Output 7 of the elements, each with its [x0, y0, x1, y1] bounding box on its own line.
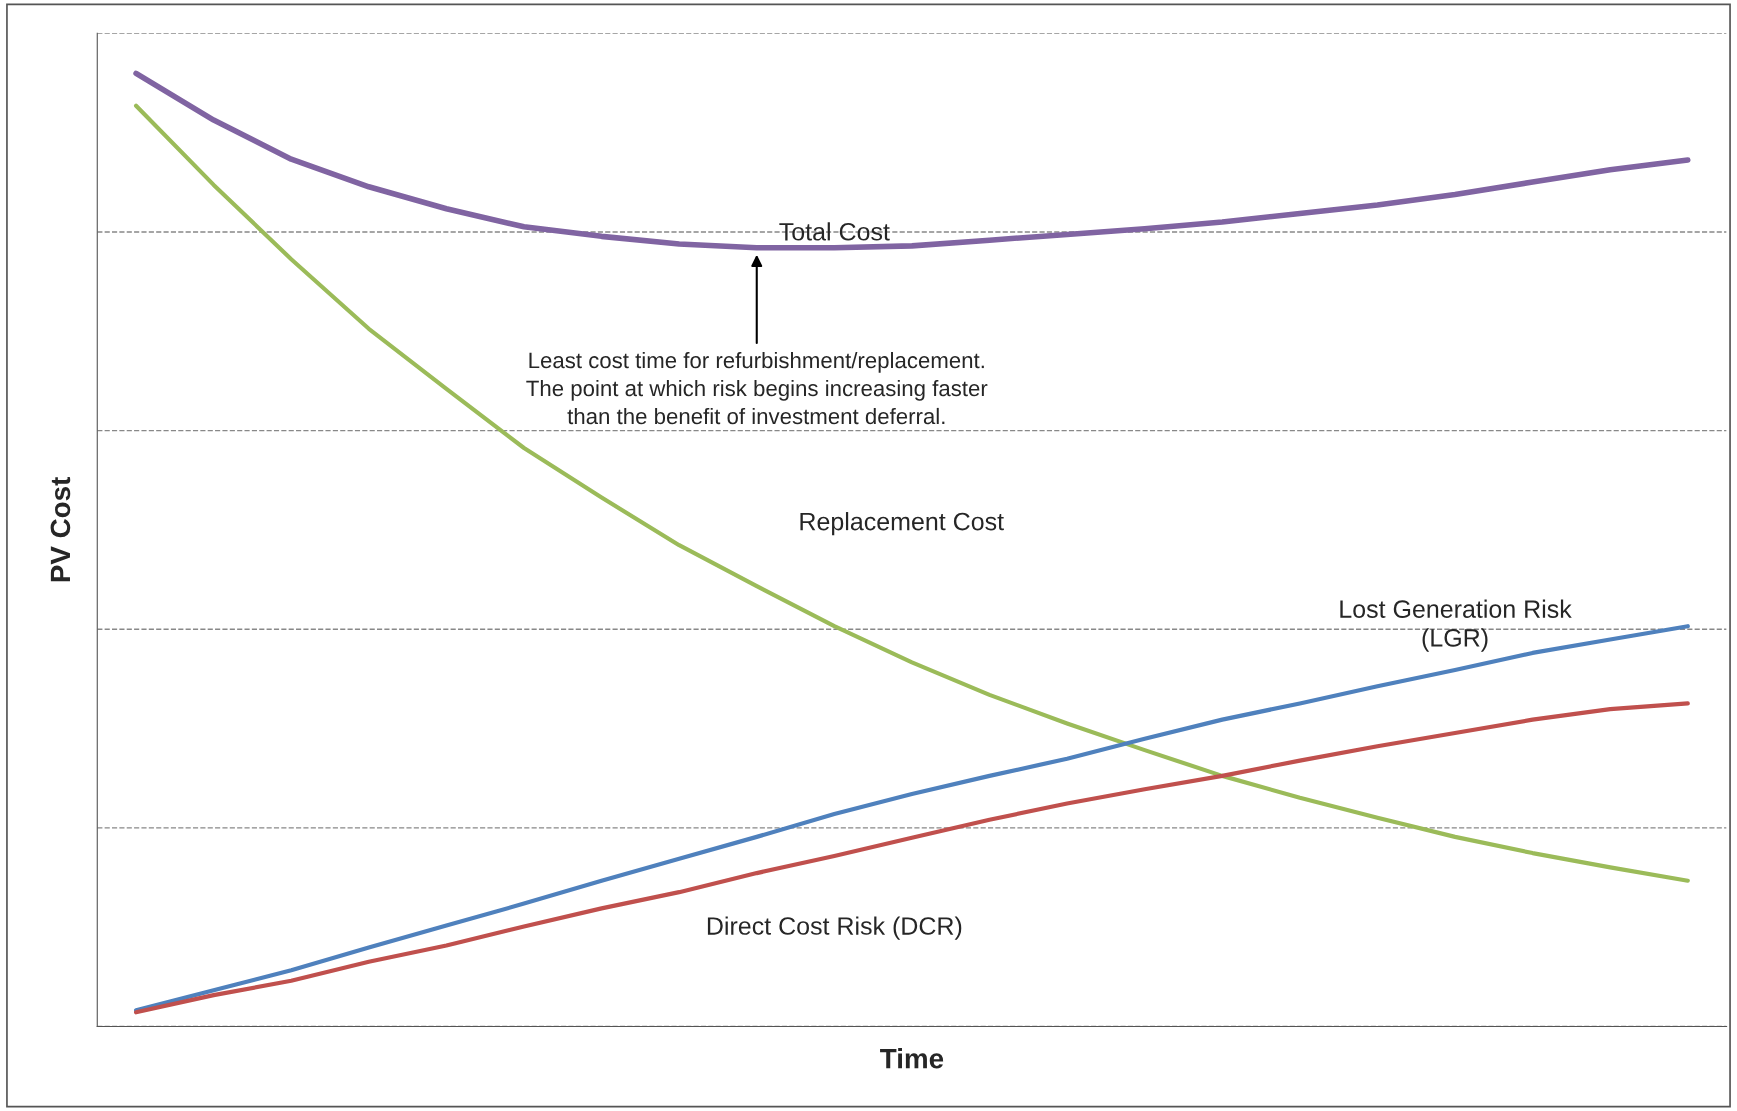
annotation: Least cost time for refurbishment/replacement. The point at which risk begins increasing faster than the benefit of investment deferral.	[526, 351, 988, 425]
x-axis-title: Time	[880, 1048, 944, 1069]
series-label: Lost Generation Risk (LGR)	[1340, 599, 1572, 652]
series-label: Direct Cost Risk (DCR)	[707, 916, 962, 940]
series-label: Total Cost	[779, 222, 890, 241]
text: Replacement Cost	[800, 512, 1004, 536]
y-axis-title: PV Cost	[50, 477, 71, 582]
